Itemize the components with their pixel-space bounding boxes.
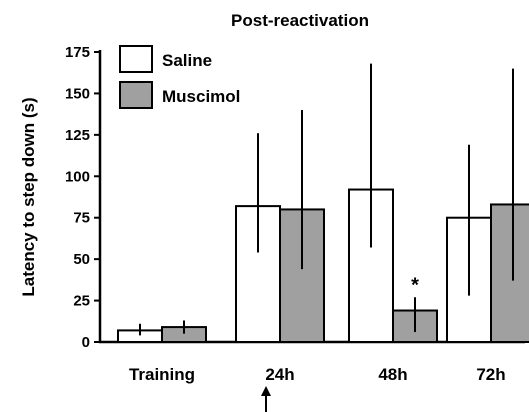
y-tick-label: 150 (65, 85, 90, 102)
y-tick-label: 125 (65, 127, 90, 144)
significance-asterisk: * (411, 274, 419, 296)
legend-label-muscimol: Muscimol (162, 87, 240, 106)
y-tick-label: 0 (82, 334, 90, 351)
x-category-label: 72h (476, 365, 505, 384)
y-tick-label: 50 (73, 251, 90, 268)
reactivation-arrow-head (261, 386, 271, 396)
y-axis-label: Latency to step down (s) (19, 97, 38, 296)
y-tick-label: 25 (73, 293, 90, 310)
x-category-label: 24h (265, 365, 294, 384)
y-tick-label: 100 (65, 168, 90, 185)
legend: Saline Muscimol (119, 45, 240, 109)
chart-title: Post-reactivation (231, 11, 369, 30)
legend-swatch-saline (119, 45, 153, 73)
bar-muscimol-72h (490, 203, 529, 343)
y-tick-label: 175 (65, 44, 90, 61)
y-tick-label: 75 (73, 210, 90, 227)
x-category-label: Training (129, 365, 195, 384)
legend-swatch-muscimol (119, 81, 153, 109)
legend-label-saline: Saline (162, 51, 212, 70)
x-category-label: 48h (378, 365, 407, 384)
plot-area: 0 25 50 75 100 125 150 175 Training 24h 48h 72h * (65, 44, 529, 412)
